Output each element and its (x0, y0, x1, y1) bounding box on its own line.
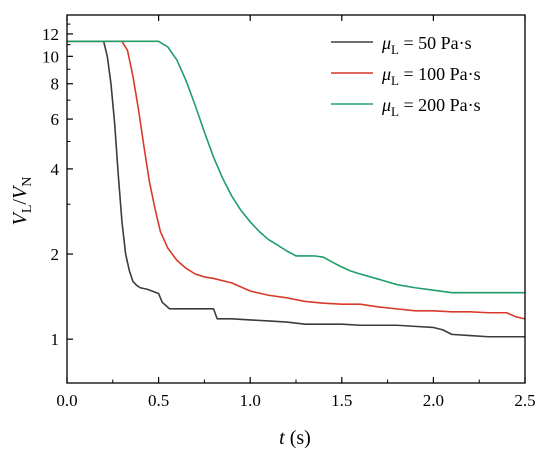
legend-label: μL = 50 Pa·s (381, 33, 472, 57)
x-tick-label: 1.5 (331, 391, 352, 410)
y-axis-sub2: N (20, 177, 35, 187)
x-axis-unit: (s) (285, 427, 311, 449)
legend: μL = 50 Pa·sμL = 100 Pa·sμL = 200 Pa·s (331, 33, 481, 119)
y-tick-label: 2 (51, 245, 60, 264)
x-tick-label: 2.0 (423, 391, 444, 410)
legend-symbol: μ (381, 95, 391, 115)
y-tick-label: 8 (51, 75, 60, 94)
x-tick-label: 0.5 (148, 391, 169, 410)
y-tick-label: 12 (42, 25, 59, 44)
legend-subscript: L (391, 42, 399, 57)
y-axis-var2: V (9, 184, 31, 199)
legend-symbol: μ (381, 33, 391, 53)
x-tick-label: 1.0 (240, 391, 261, 410)
legend-value: = 50 Pa·s (399, 33, 472, 53)
legend-value: = 200 Pa·s (399, 95, 481, 115)
series-layer (67, 40, 526, 338)
x-tick-label: 0.0 (56, 391, 77, 410)
legend-symbol: μ (381, 64, 391, 84)
y-axis-sub1: L (20, 205, 35, 214)
legend-item-2: μL = 100 Pa·s (331, 64, 481, 88)
y-tick-label: 10 (42, 47, 59, 66)
legend-subscript: L (391, 73, 399, 88)
y-tick-label: 1 (51, 330, 60, 349)
legend-item-3: μL = 200 Pa·s (331, 95, 481, 119)
y-axis-var: V (9, 210, 31, 225)
legend-subscript: L (391, 104, 399, 119)
y-tick-label: 4 (51, 160, 60, 179)
y-axis-title: VL/VN (9, 177, 35, 226)
y-axis-sep: / (9, 199, 31, 205)
series-line-3 (67, 40, 525, 294)
x-axis-title: t (s) (279, 427, 311, 449)
legend-value: = 100 Pa·s (399, 64, 481, 84)
x-axis: 0.0 0.5 1.0 1.5 2.0 2.5 (56, 15, 536, 410)
series-line-2 (67, 40, 526, 320)
legend-label: μL = 200 Pa·s (381, 95, 481, 119)
x-tick-label: 2.5 (514, 391, 535, 410)
series-line-1 (67, 40, 525, 338)
legend-label: μL = 100 Pa·s (381, 64, 481, 88)
x-axis-var: t (279, 427, 285, 449)
legend-item-1: μL = 50 Pa·s (331, 33, 472, 57)
y-tick-label: 6 (51, 110, 60, 129)
